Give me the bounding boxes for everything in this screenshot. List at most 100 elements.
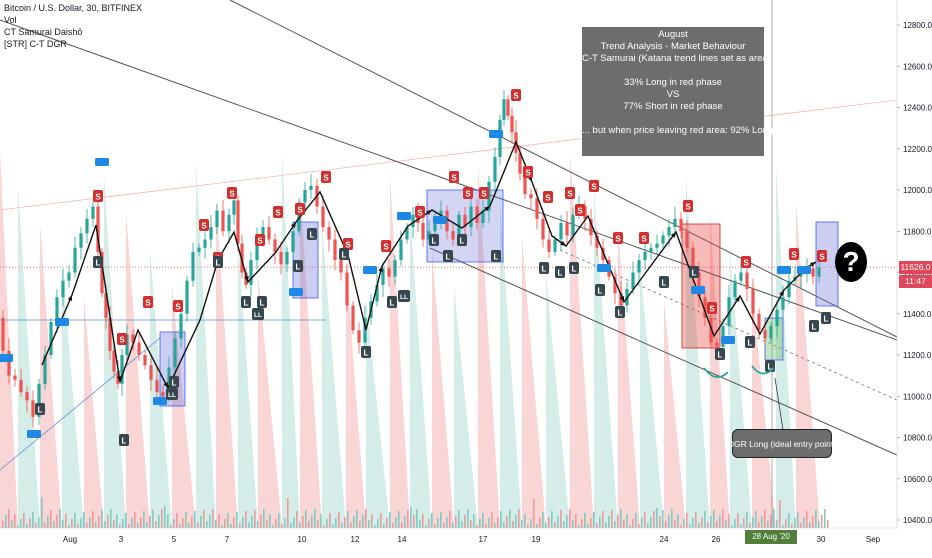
volume-bar: [257, 521, 259, 528]
volume-bar: [377, 519, 379, 528]
candle-body: [393, 260, 397, 277]
volume-bar: [635, 513, 637, 528]
candle-body: [457, 214, 461, 240]
price-tick-label: 12800.0: [903, 21, 932, 30]
red-phase-area: [258, 274, 282, 528]
sell-signal-marker: [93, 190, 103, 202]
volume-bar: [800, 523, 802, 528]
sell-signal-label: S: [297, 206, 303, 215]
mid-channel-line: [559, 249, 898, 401]
volume-bar: [641, 518, 643, 528]
volume-bar: [278, 513, 280, 528]
volume-bar: [734, 519, 736, 528]
volume-bar: [173, 519, 175, 528]
volume-bar: [275, 519, 277, 528]
arrow-head: [163, 382, 168, 388]
volume-bar: [665, 521, 667, 528]
volume-bar: [182, 518, 184, 528]
volume-bar: [527, 525, 529, 528]
buy-signal-marker: [659, 276, 669, 288]
candle-body: [685, 231, 689, 248]
info-subtitle: C-T Samurai (Katana trend lines set as a…: [582, 53, 771, 64]
candle-body: [518, 152, 522, 174]
volume-bar: [626, 514, 628, 528]
candle-body: [451, 231, 455, 240]
volume-bar: [350, 522, 352, 528]
buy-signal-marker: [595, 284, 605, 296]
arrow-head: [779, 290, 784, 296]
buy-signal-label: L: [768, 363, 773, 372]
volume-bar: [41, 497, 43, 528]
candle-body: [691, 247, 695, 273]
info-conclusion: ... but when price leaving red area: 92%…: [582, 125, 785, 136]
volume-bar: [743, 518, 745, 528]
volume-bar: [35, 523, 37, 528]
candle-body: [547, 239, 551, 252]
volume-bar: [344, 517, 346, 528]
time-tick-label: 7: [225, 535, 230, 544]
sell-signal-label: S: [709, 305, 715, 314]
sell-signal-marker: [565, 187, 575, 199]
volume-bar: [38, 517, 40, 528]
buy-signal-marker: [539, 262, 549, 274]
volume-bar: [302, 516, 304, 528]
volume-bar: [224, 519, 226, 528]
symbol-title[interactable]: Bitcoin / U.S. Dollar, 30, BITFINEX: [4, 3, 143, 13]
samurai-indicator-label[interactable]: CT Samurai Daishō: [4, 27, 83, 37]
volume-bar: [671, 509, 673, 528]
candle-body: [55, 297, 59, 322]
volume-bar: [629, 525, 631, 528]
candle-body: [387, 268, 391, 277]
volume-bar: [662, 510, 664, 528]
dgr-indicator-label[interactable]: [STR] C-T DGR: [4, 39, 67, 49]
green-phase-area: [150, 249, 172, 528]
volume-bar: [374, 525, 376, 528]
volume-bar: [152, 510, 154, 528]
red-phase-area: [40, 224, 62, 528]
volume-indicator-label[interactable]: Vol: [4, 15, 17, 25]
price-tick-label: 12400.0: [903, 104, 932, 113]
volume-bar: [650, 517, 652, 528]
candle-body: [667, 227, 671, 236]
entry-signal-marker: [797, 266, 811, 274]
volume-bar: [479, 519, 481, 528]
volume-bar: [572, 520, 574, 528]
candle-body: [25, 392, 29, 401]
time-tick-label: 17: [479, 535, 488, 544]
buy-signal-label: L: [432, 237, 437, 246]
sell-signal-marker: [295, 203, 305, 215]
buy-signal-label: L: [598, 287, 603, 296]
sell-signal-marker: [523, 166, 533, 178]
candle-body: [227, 214, 231, 232]
time-axis[interactable]: Aug 3 5 7 10 12 14 17 19 24 26 30 Sep: [0, 527, 932, 550]
price-tick-label: 11200.0: [903, 351, 932, 360]
volume-bar: [239, 523, 241, 528]
volume-bar: [161, 509, 163, 528]
volume-bar: [707, 522, 709, 528]
volume-bar: [53, 521, 55, 528]
red-phase-area: [478, 164, 500, 528]
highlight-box: [764, 317, 784, 361]
candle-body: [811, 268, 815, 277]
sell-signal-marker: [143, 296, 153, 308]
candle-body: [236, 200, 240, 244]
volume-bar: [284, 518, 286, 528]
volume-bar: [281, 524, 283, 528]
volume-bar: [545, 523, 547, 528]
volume-bar: [176, 513, 178, 528]
entry-signal-marker: [397, 212, 411, 220]
candle-body: [787, 280, 791, 298]
volume-bar: [128, 524, 130, 528]
sell-signal-label: S: [229, 190, 235, 199]
volume-bar: [398, 511, 400, 528]
volume-bar: [512, 521, 514, 528]
sell-signal-label: S: [383, 243, 389, 252]
volume-bar: [65, 514, 67, 528]
candle-body: [112, 350, 116, 372]
candle-body: [255, 239, 259, 261]
volume-bar: [74, 513, 76, 528]
sell-signal-label: S: [685, 203, 691, 212]
volume-bar: [206, 521, 208, 528]
green-phase-area: [238, 237, 258, 528]
